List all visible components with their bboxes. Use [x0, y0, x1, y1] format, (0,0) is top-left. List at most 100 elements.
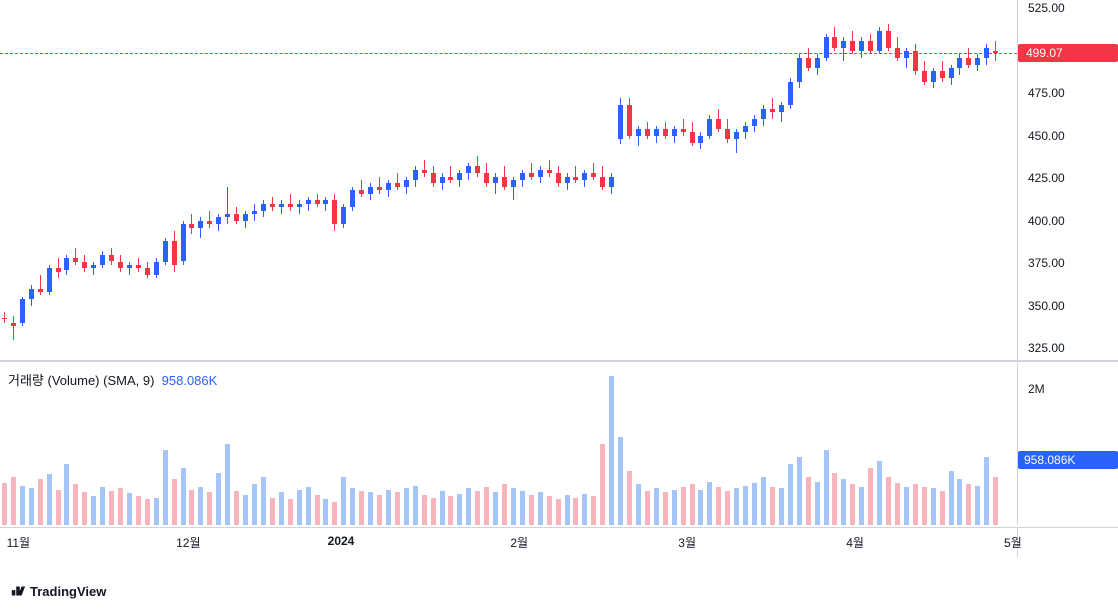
volume-bar[interactable] [270, 498, 275, 525]
volume-bar[interactable] [957, 479, 962, 525]
volume-bar[interactable] [64, 464, 69, 525]
volume-bar[interactable] [672, 490, 677, 525]
volume-bar[interactable] [698, 490, 703, 525]
volume-bar[interactable] [770, 487, 775, 525]
volume-bar[interactable] [582, 494, 587, 525]
volume-bar[interactable] [198, 487, 203, 525]
volume-bar[interactable] [779, 488, 784, 525]
volume-bar[interactable] [797, 457, 802, 525]
volume-bar[interactable] [556, 499, 561, 525]
volume-bar[interactable] [573, 498, 578, 525]
time-axis[interactable]: 11월12월20242월3월4월5월 [0, 527, 1118, 557]
volume-bar[interactable] [457, 494, 462, 525]
price-pane[interactable]: 325.00350.00375.00400.00425.00450.00475.… [0, 0, 1118, 360]
volume-bar[interactable] [145, 499, 150, 525]
volume-bar[interactable] [172, 479, 177, 525]
volume-bar[interactable] [29, 488, 34, 525]
volume-bar[interactable] [806, 477, 811, 525]
volume-bar[interactable] [913, 484, 918, 525]
volume-bar[interactable] [234, 491, 239, 525]
volume-bar[interactable] [966, 484, 971, 525]
volume-bar[interactable] [38, 479, 43, 525]
volume-bar[interactable] [136, 496, 141, 525]
volume-bar[interactable] [404, 488, 409, 525]
volume-bar[interactable] [207, 492, 212, 525]
volume-bar[interactable] [520, 491, 525, 525]
volume-bar[interactable] [377, 495, 382, 525]
volume-bar[interactable] [832, 473, 837, 525]
volume-bar[interactable] [734, 488, 739, 525]
volume-bar[interactable] [904, 487, 909, 525]
volume-bar[interactable] [993, 477, 998, 525]
volume-bar[interactable] [341, 477, 346, 525]
volume-bar[interactable] [11, 477, 16, 525]
volume-bar[interactable] [368, 492, 373, 525]
volume-bar[interactable] [431, 498, 436, 525]
volume-bar[interactable] [252, 484, 257, 525]
volume-bar[interactable] [323, 499, 328, 525]
volume-bar[interactable] [824, 450, 829, 525]
volume-bar[interactable] [984, 457, 989, 525]
volume-bar[interactable] [306, 487, 311, 525]
volume-bar[interactable] [413, 486, 418, 525]
volume-bar[interactable] [440, 491, 445, 525]
volume-bar[interactable] [288, 499, 293, 525]
volume-bar[interactable] [279, 492, 284, 525]
volume-bar[interactable] [261, 477, 266, 525]
volume-bar[interactable] [949, 471, 954, 525]
volume-bar[interactable] [877, 461, 882, 525]
tradingview-logo[interactable]: TradingView [10, 583, 106, 599]
volume-bar[interactable] [475, 491, 480, 525]
volume-bar[interactable] [609, 376, 614, 525]
volume-bar[interactable] [225, 444, 230, 526]
volume-bar[interactable] [841, 479, 846, 525]
volume-bar[interactable] [91, 496, 96, 525]
volume-bar[interactable] [466, 488, 471, 525]
volume-bar[interactable] [788, 464, 793, 525]
volume-bar[interactable] [663, 492, 668, 525]
volume-bar[interactable] [761, 477, 766, 525]
volume-bar[interactable] [859, 487, 864, 525]
volume-bar[interactable] [350, 488, 355, 525]
volume-bar[interactable] [56, 490, 61, 525]
volume-bar[interactable] [422, 495, 427, 525]
volume-bar[interactable] [20, 486, 25, 525]
volume-bar[interactable] [815, 482, 820, 525]
volume-bar[interactable] [922, 487, 927, 525]
volume-bar[interactable] [118, 488, 123, 525]
volume-bar[interactable] [565, 495, 570, 525]
volume-bar[interactable] [297, 490, 302, 525]
price-y-axis[interactable]: 325.00350.00375.00400.00425.00450.00475.… [1018, 0, 1118, 360]
volume-bar[interactable] [886, 477, 891, 525]
volume-bar[interactable] [189, 490, 194, 525]
volume-bar[interactable] [931, 488, 936, 525]
volume-plot-area[interactable]: 거래량 (Volume) (SMA, 9) 958.086K [0, 362, 1018, 525]
volume-bar[interactable] [645, 491, 650, 525]
volume-bar[interactable] [716, 487, 721, 525]
price-plot-area[interactable] [0, 0, 1018, 360]
volume-bar[interactable] [707, 482, 712, 525]
volume-bar[interactable] [654, 488, 659, 525]
volume-bar[interactable] [100, 487, 105, 525]
volume-indicator-label[interactable]: 거래량 (Volume) (SMA, 9) 958.086K [8, 370, 217, 389]
volume-bar[interactable] [2, 483, 7, 525]
volume-bar[interactable] [725, 491, 730, 525]
volume-bar[interactable] [975, 486, 980, 525]
volume-bar[interactable] [529, 495, 534, 525]
volume-bar[interactable] [181, 468, 186, 525]
volume-bar[interactable] [448, 496, 453, 525]
volume-bar[interactable] [109, 491, 114, 525]
volume-y-axis[interactable]: 2M958.086K [1018, 362, 1118, 525]
volume-bar[interactable] [163, 450, 168, 525]
volume-bar[interactable] [591, 496, 596, 525]
volume-bar[interactable] [243, 495, 248, 525]
volume-bar[interactable] [940, 491, 945, 525]
volume-bar[interactable] [484, 487, 489, 525]
volume-bar[interactable] [395, 492, 400, 525]
volume-bar[interactable] [547, 496, 552, 525]
volume-bar[interactable] [511, 488, 516, 525]
volume-bar[interactable] [502, 484, 507, 525]
volume-bar[interactable] [82, 492, 87, 525]
volume-bar[interactable] [216, 473, 221, 525]
volume-bar[interactable] [154, 498, 159, 525]
